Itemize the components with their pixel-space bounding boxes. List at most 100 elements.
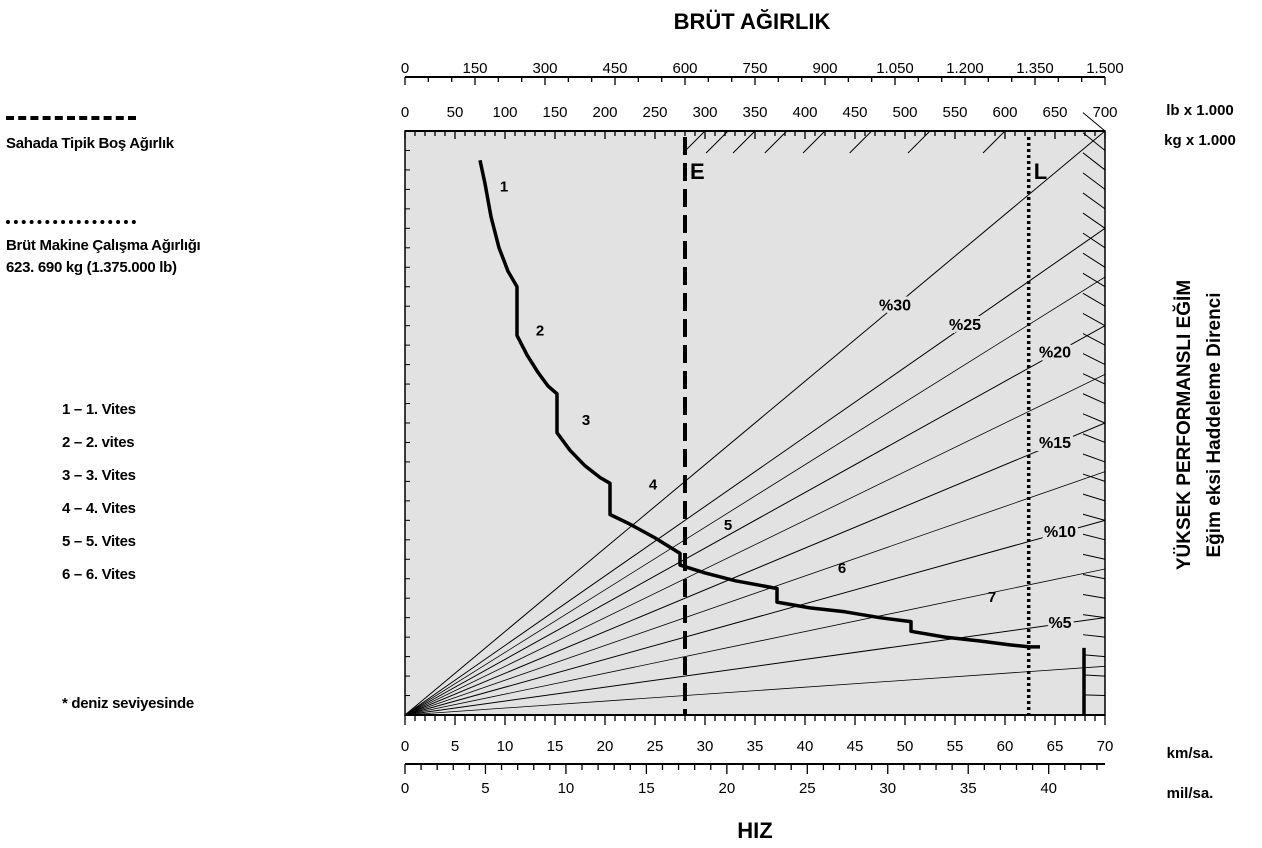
grade-label: %30 [879, 297, 911, 314]
grade-tick [1082, 112, 1106, 132]
rimpull-curve-line [478, 159, 1040, 649]
kg-tick-label: 650 [1042, 104, 1067, 121]
axes: 0 50 100 150 200 250 300 350 400 450 500 550 600 650 7… [401, 60, 1124, 797]
kg-tick-label: 200 [592, 104, 617, 121]
grade-tick [1082, 413, 1106, 424]
grade-tick [1082, 212, 1106, 229]
grade-line-5 [404, 617, 1106, 716]
grade-tick [1082, 172, 1106, 190]
grade-tick [1082, 192, 1106, 210]
gear-label: 2 [536, 322, 544, 339]
gross-weight-line-sample [6, 220, 136, 224]
mph-tick-label: 25 [799, 780, 816, 797]
grade-tick [1082, 252, 1106, 268]
gross-weight-label: Brüt Makine Çalışma Ağırlığı [6, 237, 201, 254]
lb-tick-label: 900 [812, 60, 837, 77]
kg-tick-label: 550 [942, 104, 967, 121]
kmh-tick-label: 45 [847, 738, 864, 755]
grade-tick [1082, 152, 1106, 171]
grade-tick [982, 130, 1006, 154]
gear-legend-item: 1 – 1. Vites [62, 401, 136, 418]
kmh-tick-label: 65 [1047, 738, 1064, 755]
lb-tick-label: 450 [602, 60, 627, 77]
lb-tick-label: 1.500 [1086, 60, 1124, 77]
lb-tick-label: 750 [742, 60, 767, 77]
lb-tick-label: 1.200 [946, 60, 984, 77]
kmh-tick-label: 70 [1097, 738, 1114, 755]
kmh-tick-label: 50 [897, 738, 914, 755]
right-axis-subtitle: Eğim eksi Haddeleme Direnci [1204, 292, 1225, 557]
grade-tick [1082, 453, 1106, 463]
grade-tick [907, 130, 931, 154]
kg-tick-label: 700 [1092, 104, 1117, 121]
grade-label: %25 [949, 317, 981, 334]
gear-label: 7 [988, 589, 996, 606]
grade-tick [1082, 533, 1106, 541]
kmh-tick-label: 60 [997, 738, 1014, 755]
grade-line-minor [404, 471, 1106, 716]
gross-weight-value: 623. 690 kg (1.375.000 lb) [6, 259, 177, 276]
kmh-tick-label: 30 [697, 738, 714, 755]
grade-tick [1082, 353, 1106, 366]
kmh-axis-unit: km/sa. [1167, 745, 1214, 762]
grade-label: %10 [1044, 524, 1076, 541]
mph-tick-label: 15 [638, 780, 655, 797]
grade-label: %5 [1048, 615, 1071, 632]
lb-tick-label: 1.350 [1016, 60, 1054, 77]
gear-legend-item: 5 – 5. Vites [62, 533, 136, 550]
kg-axis-unit: kg x 1.000 [1164, 132, 1236, 149]
kg-tick-label: 0 [401, 104, 409, 121]
grade-tick [1082, 634, 1106, 638]
grade-tick [1082, 694, 1106, 697]
sea-level-note: * deniz seviyesinde [62, 695, 194, 712]
weight-line-label: L [1034, 159, 1047, 184]
grade-tick [1082, 573, 1106, 580]
weight-lines [683, 137, 1031, 715]
grade-tick [1082, 272, 1106, 288]
gear-legend-item: 3 – 3. Vites [62, 467, 136, 484]
grade-label: %15 [1039, 435, 1071, 452]
grade-tick [1082, 654, 1106, 658]
grade-tick [1082, 333, 1106, 346]
grade-line-15 [404, 422, 1106, 716]
empty-weight-label: Sahada Tipik Boş Ağırlık [6, 135, 174, 152]
grade-line-30 [404, 130, 1106, 716]
grade-tick [1082, 292, 1106, 307]
grade-tick [1082, 373, 1106, 385]
kmh-tick-label: 40 [797, 738, 814, 755]
kmh-tick-label: 15 [547, 738, 564, 755]
mph-tick-label: 20 [718, 780, 735, 797]
kg-tick-label: 350 [742, 104, 767, 121]
grade-tick [764, 130, 788, 154]
gear-label: 3 [582, 412, 590, 429]
grade-tick [1082, 132, 1106, 151]
kg-tick-label: 250 [642, 104, 667, 121]
grade-line-25 [404, 227, 1106, 716]
chart-labels: %30 %25 %20 %15 %10 %5 E L 1 2 3 4 5 6 7 [500, 159, 1079, 635]
gear-legend-item: 2 – 2. vites [62, 434, 135, 451]
grade-tick [705, 130, 729, 154]
grade-tick [1082, 312, 1106, 327]
kg-tick-label: 500 [892, 104, 917, 121]
kg-tick-label: 100 [492, 104, 517, 121]
gear-label: 5 [724, 517, 732, 534]
mph-tick-label: 0 [401, 780, 409, 797]
chart-title: BRÜT AĞIRLIK [674, 9, 831, 34]
lb-tick-label: 0 [401, 60, 409, 77]
grade-line-minor [404, 276, 1106, 716]
grade-tick [1082, 614, 1106, 619]
grade-line-minor [404, 373, 1106, 716]
lb-axis-unit: lb x 1.000 [1166, 102, 1234, 119]
kmh-tick-label: 10 [497, 738, 514, 755]
mph-axis-unit: mil/sa. [1167, 785, 1214, 802]
kg-tick-label: 150 [542, 104, 567, 121]
grade-tick [1082, 232, 1106, 249]
empty-weight-line-sample [6, 116, 136, 120]
grade-line-minor [404, 665, 1106, 716]
kmh-tick-label: 25 [647, 738, 664, 755]
gear-label: 6 [838, 560, 846, 577]
kg-tick-label: 300 [692, 104, 717, 121]
grade-tick [1082, 393, 1106, 404]
mph-tick-label: 40 [1040, 780, 1057, 797]
